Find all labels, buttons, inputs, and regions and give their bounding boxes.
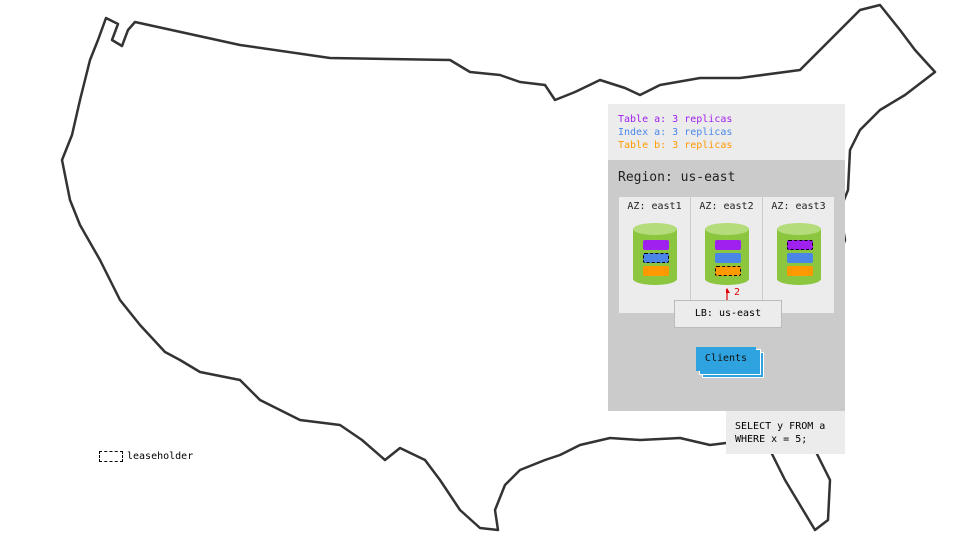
node-cylinder [777,223,821,285]
replica-index-a [787,253,813,263]
az-east3: AZ: east3 [763,197,834,313]
node-cylinder [633,223,677,285]
region-us-east: Region: us-east AZ: east1 AZ: east2 AZ: … [608,160,845,411]
leaseholder-label: leaseholder [127,451,194,462]
replica-table-b [787,266,813,276]
az-label: AZ: east2 [699,201,754,212]
az-east1: AZ: east1 [619,197,691,313]
replica-table-a-leaseholder [787,240,813,250]
clients-box: Clients [696,347,756,371]
sql-query: SELECT y FROM a WHERE x = 5; [726,411,845,454]
replica-legend: Table a: 3 replicas Index a: 3 replicas … [608,104,845,160]
replica-table-a [643,240,669,250]
az-label: AZ: east1 [627,201,682,212]
replica-index-a-leaseholder [643,253,669,263]
replica-table-b [643,266,669,276]
replica-index-a [715,253,741,263]
arrow-step-label: 2 [734,287,741,298]
query-line: SELECT y FROM a [735,421,826,432]
legend-table-a: Table a: 3 replicas [618,114,733,125]
replica-table-a [715,240,741,250]
dashed-box-icon [99,451,123,462]
load-balancer: LB: us-east [674,300,782,328]
query-line: WHERE x = 5; [735,434,808,445]
az-label: AZ: east3 [771,201,826,212]
legend-index-a: Index a: 3 replicas [618,127,733,138]
request-arrow-icon [726,288,730,301]
leaseholder-legend: leaseholder [99,451,193,462]
node-cylinder [705,223,749,285]
region-title: Region: us-east [618,170,736,185]
legend-table-b: Table b: 3 replicas [618,140,733,151]
az-east2: AZ: east2 [691,197,763,313]
replica-table-b-leaseholder [715,266,741,276]
